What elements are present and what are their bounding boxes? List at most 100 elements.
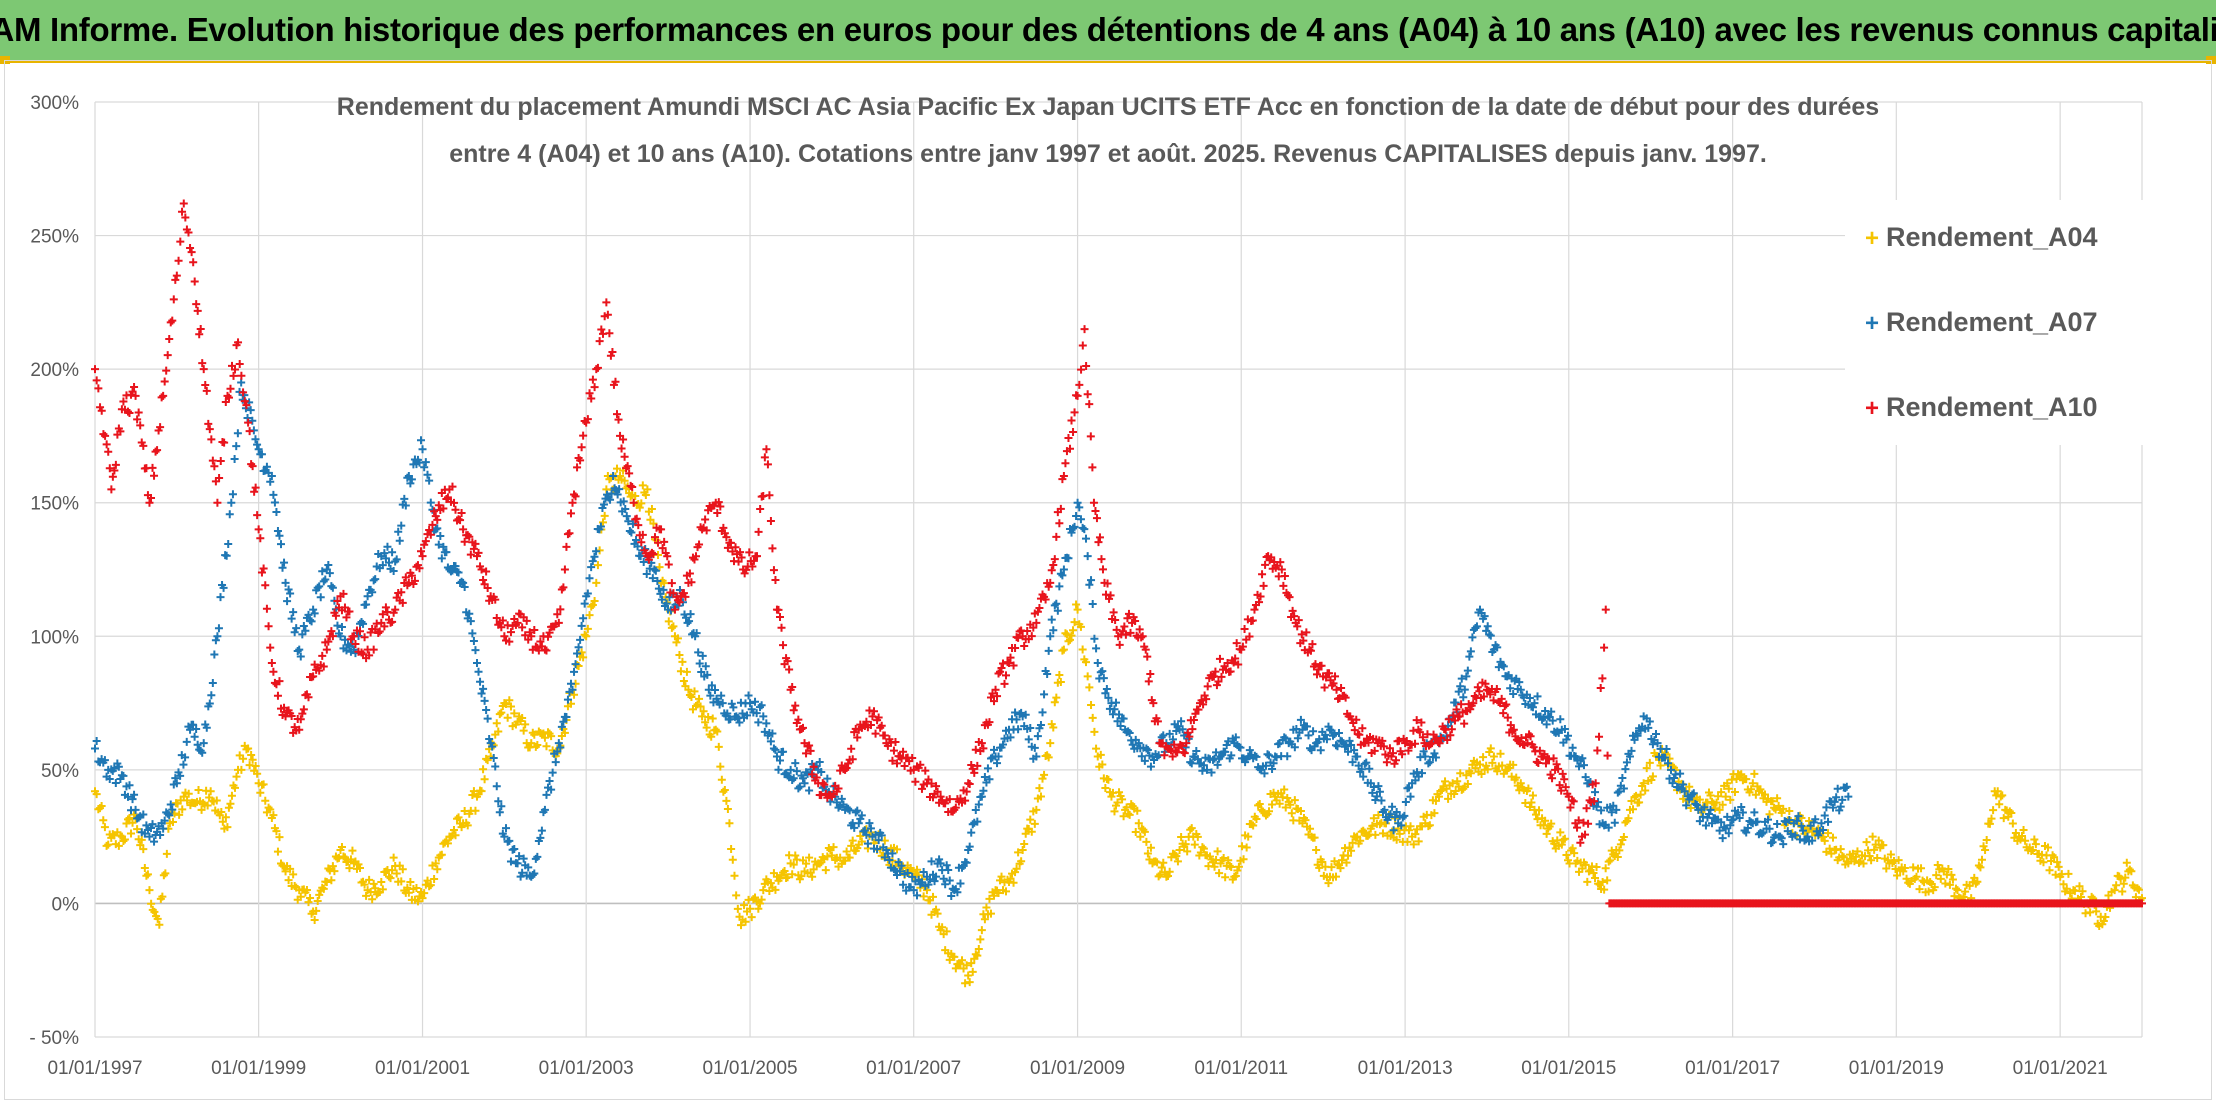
data-point <box>1555 781 1564 790</box>
data-point <box>222 551 231 560</box>
data-point <box>1293 734 1302 743</box>
data-point <box>1213 847 1222 856</box>
data-point <box>1563 789 1572 798</box>
data-point <box>1570 752 1579 761</box>
data-point <box>128 387 137 396</box>
data-point <box>1568 844 1577 853</box>
data-point <box>1302 628 1311 637</box>
data-point <box>1065 635 1074 644</box>
data-point <box>566 699 575 708</box>
data-point <box>1087 701 1096 710</box>
data-point <box>510 615 519 624</box>
data-point <box>1718 800 1727 809</box>
data-point <box>695 659 704 668</box>
data-point <box>1520 741 1529 750</box>
data-point <box>1451 698 1460 707</box>
data-point <box>257 450 266 459</box>
data-point <box>1035 784 1044 793</box>
data-point <box>754 904 763 913</box>
data-point <box>562 542 571 551</box>
data-point <box>92 790 101 799</box>
data-point <box>780 867 789 876</box>
data-point <box>275 833 284 842</box>
data-point <box>157 393 166 402</box>
data-point <box>1217 672 1226 681</box>
data-point <box>1645 717 1654 726</box>
data-point <box>1596 683 1605 692</box>
chart-frame <box>4 60 2212 1100</box>
data-point <box>182 737 191 746</box>
data-point <box>722 796 731 805</box>
data-point <box>246 406 255 415</box>
data-point <box>1234 660 1243 669</box>
data-point <box>615 485 624 494</box>
data-point <box>1177 717 1186 726</box>
data-point <box>1330 730 1339 739</box>
page-banner: ADAM Informe. Evolution historique des p… <box>0 0 2216 63</box>
data-point <box>1909 863 1918 872</box>
data-point <box>1989 806 1998 815</box>
data-point <box>162 366 171 375</box>
data-point <box>403 473 412 482</box>
data-point <box>339 589 348 598</box>
data-point <box>104 447 113 456</box>
data-point <box>1603 876 1612 885</box>
data-point <box>805 786 814 795</box>
data-point <box>114 841 123 850</box>
data-point <box>1791 831 1800 840</box>
data-point <box>919 780 928 789</box>
data-point <box>791 701 800 710</box>
data-point <box>1503 713 1512 722</box>
data-point <box>1621 818 1630 827</box>
data-point <box>1836 845 1845 854</box>
data-point <box>401 888 410 897</box>
data-point <box>1111 616 1120 625</box>
data-point <box>491 595 500 604</box>
data-point <box>221 813 230 822</box>
data-point <box>381 603 390 612</box>
data-point <box>1290 743 1299 752</box>
data-point <box>1930 883 1939 892</box>
data-point <box>283 597 292 606</box>
data-point <box>755 899 764 908</box>
data-point <box>1666 765 1675 774</box>
data-point <box>842 764 851 773</box>
data-point <box>275 677 284 686</box>
data-point <box>1777 808 1786 817</box>
data-point <box>1529 743 1538 752</box>
data-point <box>261 581 270 590</box>
data-point <box>346 647 355 656</box>
data-point <box>1454 712 1463 721</box>
data-point <box>798 723 807 732</box>
data-point <box>1947 870 1956 879</box>
data-point <box>1401 798 1410 807</box>
data-point <box>1472 758 1481 767</box>
data-point <box>1886 850 1895 859</box>
data-point <box>1182 739 1191 748</box>
data-point <box>809 865 818 874</box>
data-point <box>971 805 980 814</box>
data-point <box>128 795 137 804</box>
data-point <box>1080 525 1089 534</box>
data-point <box>1953 886 1962 895</box>
data-point <box>1342 742 1351 751</box>
data-point <box>1506 684 1515 693</box>
data-point <box>1124 727 1133 736</box>
data-point <box>1239 855 1248 864</box>
data-point <box>1046 632 1055 641</box>
data-point <box>1648 740 1657 749</box>
data-point <box>242 401 251 410</box>
data-point <box>281 867 290 876</box>
data-point <box>606 495 615 504</box>
data-point <box>669 622 678 631</box>
data-point <box>917 784 926 793</box>
data-point <box>1879 841 1888 850</box>
data-point <box>1193 832 1202 841</box>
data-point <box>377 878 386 887</box>
data-point <box>328 862 337 871</box>
data-point <box>924 880 933 889</box>
data-point <box>880 731 889 740</box>
data-point <box>1202 695 1211 704</box>
data-point <box>1976 863 1985 872</box>
data-point <box>729 703 738 712</box>
